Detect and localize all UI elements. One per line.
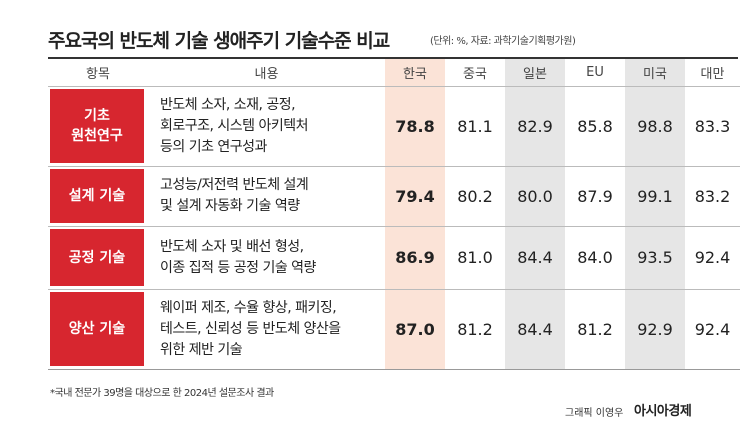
row-divider — [48, 289, 740, 290]
column-header: 미국 — [643, 67, 667, 82]
content-line: 등의 기초 연구성과 — [160, 138, 267, 155]
category-line: 원천연구 — [71, 128, 123, 144]
value-cell: 78.8 — [395, 116, 435, 136]
value-cell: 99.1 — [637, 186, 673, 206]
value-cell: 81.2 — [577, 319, 613, 339]
value-cell: 81.2 — [457, 319, 493, 339]
content-line: 고성능/저전력 반도체 설계 — [160, 177, 309, 193]
value-cell: 80.2 — [457, 186, 493, 206]
content-line: 및 설계 자동화 기술 역량 — [160, 198, 300, 214]
value-cell: 80.0 — [517, 186, 553, 206]
column-header: 항목 — [86, 67, 110, 82]
value-cell: 92.4 — [694, 319, 731, 339]
column-header: 중국 — [463, 67, 487, 82]
value-cell: 81.0 — [457, 248, 493, 267]
category-line: 설계 기술 — [68, 188, 126, 204]
content-line: 테스트, 신뢰성 등 반도체 양산을 — [160, 320, 341, 337]
content: 반도체 소자 및 배선 형성, 이종 집적 등 공정 기술 역량 — [152, 226, 385, 289]
content-line: 반도체 소자, 소재, 공정, — [160, 96, 296, 113]
row-divider — [48, 166, 740, 167]
category-box: 양산 기술 — [50, 292, 144, 366]
content-line: 반도체 소자 및 배선 형성, — [160, 238, 304, 255]
value-cell: 92.4 — [694, 248, 731, 267]
column-shade — [625, 59, 685, 369]
row-divider — [48, 226, 740, 227]
value-cell: 81.1 — [457, 116, 493, 136]
value-cell: 87.9 — [577, 186, 613, 206]
category-line: 기초 — [84, 108, 110, 124]
content-line: 위한 제반 기술 — [160, 341, 243, 358]
row-divider — [48, 86, 740, 87]
content-line: 이종 집적 등 공정 기술 역량 — [160, 259, 316, 276]
column-header: 대만 — [700, 67, 725, 82]
value-cell: 83.3 — [694, 116, 731, 136]
column-header: 한국 — [403, 67, 427, 82]
column-header: 일본 — [523, 67, 547, 82]
table-bottom-rule — [48, 369, 740, 370]
category-line: 양산 기술 — [68, 321, 126, 337]
value-cell: 84.4 — [517, 319, 553, 339]
category-box: 설계 기술 — [50, 169, 144, 223]
footnote: *국내 전문가 39명을 대상으로 한 2024년 설문조사 결과 — [50, 388, 274, 399]
category-box: 공정 기술 — [50, 229, 144, 286]
value-cell: 84.0 — [577, 248, 613, 267]
value-cell: 84.4 — [517, 248, 553, 267]
value-cell: 92.9 — [637, 319, 673, 339]
value-cell: 83.2 — [694, 186, 731, 206]
brand: 아시아경제 — [634, 404, 692, 419]
content-line: 회로구조, 시스템 아키텍처 — [160, 117, 309, 134]
value-cell: 85.8 — [577, 116, 613, 136]
subtitle: (단위: %, 자료: 과학기술기획평가원) — [430, 36, 576, 47]
title-rule — [48, 57, 738, 59]
column-shade — [505, 59, 565, 369]
title: 주요국의 반도체 기술 생애주기 기술수준 비교 — [48, 30, 390, 52]
category-line: 공정 기술 — [68, 249, 126, 266]
column-header: EU — [586, 65, 604, 80]
value-cell: 93.5 — [637, 248, 673, 267]
column-header: 내용 — [254, 67, 279, 82]
value-cell: 86.9 — [395, 248, 435, 267]
value-cell: 98.8 — [637, 116, 673, 136]
credit: 그래픽 이영우 — [565, 408, 624, 419]
column-shade — [385, 59, 445, 369]
value-cell: 87.0 — [395, 319, 435, 339]
value-cell: 82.9 — [517, 116, 553, 136]
value-cell: 79.4 — [395, 186, 435, 206]
content-line: 웨이퍼 제조, 수율 향상, 패키징, — [160, 299, 337, 316]
